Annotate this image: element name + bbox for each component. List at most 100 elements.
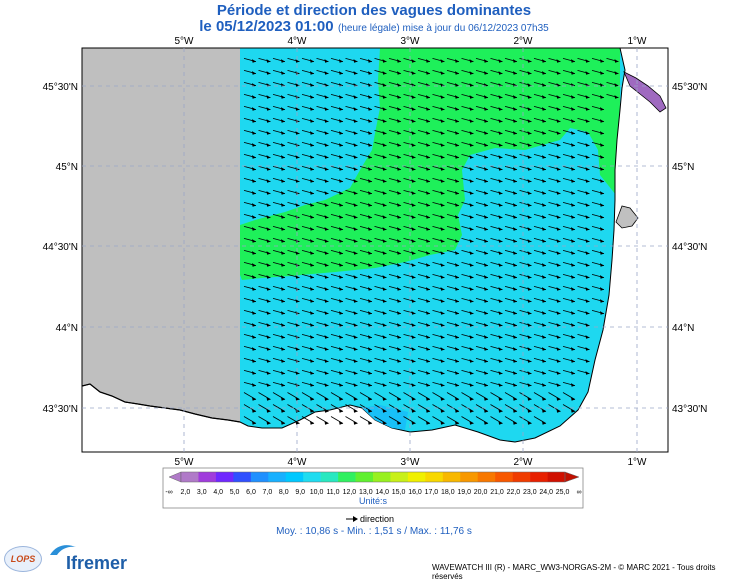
direction-arrow [562, 286, 576, 291]
direction-arrow [533, 142, 547, 147]
direction-arrow [504, 286, 518, 291]
direction-arrow [519, 190, 532, 195]
colorbar-tick-label: 16,0 [408, 489, 422, 496]
direction-arrow [258, 416, 271, 425]
direction-arrow [272, 334, 286, 339]
direction-arrow [330, 154, 344, 159]
latitude-labels-right: 45°30'N 45°N 44°30'N 44°N 43°30'N [672, 82, 707, 415]
direction-arrow [345, 190, 358, 195]
direction-arrow [301, 262, 315, 267]
direction-arrow [287, 298, 300, 303]
colorbar-segment [477, 472, 496, 482]
direction-arrow [403, 382, 416, 387]
direction-arrow [446, 178, 460, 183]
direction-arrow [359, 166, 373, 171]
direction-arrow [243, 298, 257, 303]
direction-arrow [345, 274, 358, 279]
direction-arrow [504, 142, 518, 147]
direction-arrow [548, 310, 561, 315]
ifremer-logo-wave-icon [50, 545, 76, 555]
direction-arrow [461, 392, 474, 401]
direction-arrow [287, 178, 300, 183]
direction-arrow [258, 346, 271, 351]
direction-arrow [504, 166, 518, 171]
direction-arrow [519, 58, 532, 63]
direction-arrow [359, 392, 373, 401]
arcachon-basin [615, 205, 639, 229]
direction-arrow [345, 118, 358, 123]
direction-arrow [533, 130, 547, 135]
direction-arrow [359, 58, 373, 63]
direction-arrow [461, 70, 474, 75]
direction-arrow [359, 214, 373, 219]
direction-arrow [490, 94, 503, 99]
direction-arrow [359, 250, 373, 255]
direction-arrow [374, 214, 387, 219]
direction-arrow [417, 58, 431, 63]
direction-arrow [359, 190, 373, 195]
direction-arrow [345, 250, 358, 255]
direction-arrow [519, 214, 532, 219]
longitude-label: 1°W [628, 457, 648, 468]
period-9-10-area [362, 405, 408, 430]
direction-arrow [562, 166, 576, 171]
direction-arrow [519, 70, 532, 75]
direction-arrow [475, 118, 489, 123]
colorbar: -∞ 2,0 3,0 4,0 5,0 6,0 7,0 8,0 9,0 10,0 11,0 12,0 13… [165, 471, 582, 496]
direction-arrow [403, 286, 416, 291]
direction-arrow [301, 392, 315, 401]
direction-arrow [403, 70, 416, 75]
direction-arrow [446, 298, 460, 303]
direction-arrow [548, 178, 561, 183]
direction-arrow [272, 214, 286, 219]
direction-arrow [475, 286, 489, 291]
direction-arrow [504, 392, 518, 401]
direction-arrow [417, 202, 431, 207]
direction-arrow [403, 118, 416, 123]
colorbar-segment [215, 472, 234, 482]
direction-arrow [287, 334, 300, 339]
direction-arrow [504, 238, 518, 243]
direction-arrow [316, 166, 329, 171]
direction-arrow [577, 118, 590, 123]
direction-arrow [316, 154, 329, 159]
direction-arrow [475, 58, 489, 63]
latitude-label: 45°N [672, 162, 694, 173]
direction-arrow [591, 262, 605, 267]
direction-arrow [504, 274, 518, 279]
direction-arrow [287, 58, 300, 63]
direction-arrow [475, 166, 489, 171]
direction-arrow [330, 214, 344, 219]
direction-arrow [490, 416, 503, 425]
direction-arrow [432, 370, 445, 375]
direction-arrow [403, 238, 416, 243]
direction-arrow [330, 392, 344, 401]
direction-arrow [533, 82, 547, 87]
direction-arrow [591, 58, 605, 63]
direction-arrow [461, 106, 474, 111]
direction-arrow [388, 310, 402, 315]
colorbar-tick-label: 19,0 [457, 489, 471, 496]
direction-arrow [258, 298, 271, 303]
direction-arrow [548, 154, 561, 159]
direction-arrow [461, 370, 474, 375]
direction-arrow [461, 142, 474, 147]
direction-arrow [562, 226, 576, 231]
direction-arrow [475, 154, 489, 159]
direction-arrow [359, 298, 373, 303]
direction-arrow [359, 238, 373, 243]
colorbar-tick-label: 2,0 [181, 489, 191, 496]
direction-arrow [258, 262, 271, 267]
direction-arrow [258, 404, 271, 413]
direction-arrow [403, 416, 416, 425]
direction-arrow [345, 226, 358, 231]
direction-arrow [287, 214, 300, 219]
direction-arrow [417, 404, 431, 413]
update-note: (heure légale) mise à jour du 06/12/2023… [338, 23, 549, 34]
direction-arrow [490, 322, 503, 327]
direction-arrow [577, 94, 590, 99]
direction-arrow [432, 404, 445, 413]
colorbar-tick-label: 18,0 [441, 489, 455, 496]
direction-arrow [562, 250, 576, 255]
direction-arrow [330, 322, 344, 327]
